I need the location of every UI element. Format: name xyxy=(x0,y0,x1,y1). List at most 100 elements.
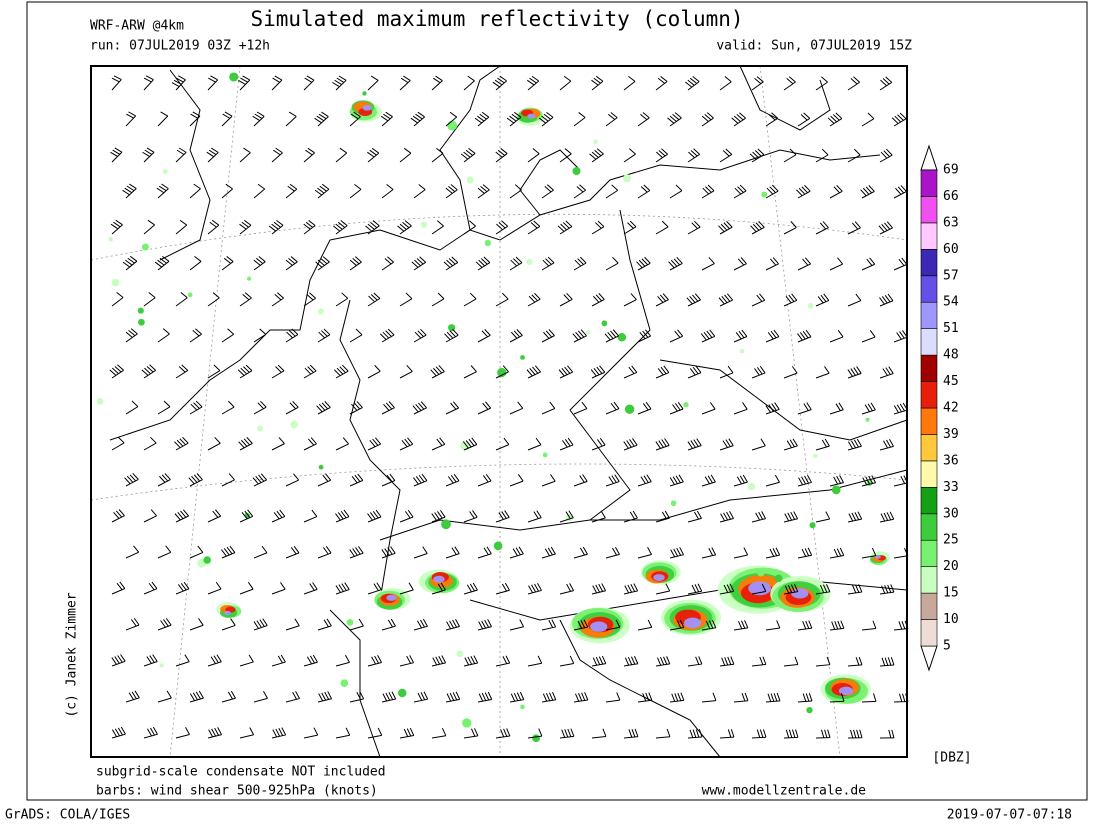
wind-barb xyxy=(495,365,509,379)
wind-barb xyxy=(315,256,330,271)
wind-barb xyxy=(431,75,443,91)
wind-barb xyxy=(669,692,685,703)
wind-barb xyxy=(463,728,479,739)
wind-barb xyxy=(239,654,254,667)
wind-barb xyxy=(637,112,650,127)
wind-barb xyxy=(303,654,318,667)
echo xyxy=(572,167,581,176)
border xyxy=(659,359,908,441)
timestamp: 2019-07-07-07:18 xyxy=(947,808,1072,823)
wind-barb xyxy=(367,292,381,307)
colorbar-segment xyxy=(920,249,938,277)
wind-barb xyxy=(221,111,233,127)
wind-barb xyxy=(719,583,735,595)
wind-barb xyxy=(623,293,637,307)
wind-barb xyxy=(719,365,734,379)
wind-barb xyxy=(538,111,554,127)
colorbar-label: 57 xyxy=(943,268,959,283)
graticule-line xyxy=(169,65,241,758)
wind-barb xyxy=(718,220,733,235)
echo xyxy=(838,686,854,696)
wind-barb xyxy=(573,401,588,415)
wind-barb xyxy=(367,147,380,163)
wind-barb xyxy=(413,473,428,487)
wind-barb xyxy=(669,329,684,343)
wind-barb xyxy=(111,436,125,451)
wind-barb xyxy=(399,147,412,163)
colorbar-segment xyxy=(920,381,938,409)
echo xyxy=(290,420,298,429)
wind-barb xyxy=(591,728,607,739)
wind-barb xyxy=(783,583,799,595)
wind-barb xyxy=(317,691,333,703)
wind-barb xyxy=(796,184,811,199)
wind-barb xyxy=(687,148,701,163)
wind-barb xyxy=(509,474,524,487)
wind-barb xyxy=(541,256,555,271)
wind-barb xyxy=(783,293,798,307)
wind-barb xyxy=(527,148,540,163)
wind-barb xyxy=(285,545,300,559)
wind-barb xyxy=(445,546,460,559)
echo xyxy=(203,556,211,564)
wind-barb xyxy=(591,510,606,523)
wind-barb xyxy=(878,221,893,235)
wind-barb xyxy=(174,436,189,451)
wind-barb xyxy=(220,545,236,559)
wind-barb xyxy=(125,690,140,703)
colorbar-label: 15 xyxy=(943,586,959,601)
wind-barb xyxy=(411,256,427,271)
wind-barb xyxy=(365,220,380,235)
echo xyxy=(362,91,367,96)
wind-barb xyxy=(413,184,426,199)
credit: (c) Janek Zimmer xyxy=(65,592,80,717)
wind-barb xyxy=(285,183,298,199)
reflectivity-echoes xyxy=(96,72,890,743)
wind-barb xyxy=(559,292,573,307)
echo xyxy=(653,574,665,582)
map-frame xyxy=(90,65,908,758)
wind-barb xyxy=(701,402,716,415)
wind-barb xyxy=(879,76,893,91)
wind-barb xyxy=(253,400,267,415)
echo xyxy=(684,617,702,628)
wind-barb xyxy=(207,727,223,739)
wind-barb xyxy=(797,402,812,415)
wind-barb xyxy=(335,654,350,667)
wind-barb xyxy=(253,545,268,559)
wind-barb xyxy=(303,364,317,379)
wind-barb xyxy=(175,292,188,307)
wind-barb xyxy=(751,365,766,379)
wind-barb xyxy=(477,184,490,199)
colorbar-label: 48 xyxy=(943,348,959,363)
wind-barb xyxy=(207,581,222,595)
wind-barb xyxy=(367,655,383,667)
colorbar-segment xyxy=(920,460,938,488)
wind-barb xyxy=(431,510,446,523)
wind-barb xyxy=(623,583,639,595)
wind-barb xyxy=(349,473,364,487)
wind-barb xyxy=(655,656,671,667)
wind-barb xyxy=(125,111,137,127)
echo xyxy=(362,105,372,111)
wind-barb xyxy=(847,221,861,235)
wind-barb xyxy=(879,657,895,667)
echo xyxy=(757,569,765,577)
wind-barb xyxy=(268,219,284,235)
colorbar-segment xyxy=(920,407,938,435)
wind-barb xyxy=(655,728,671,739)
wind-barb xyxy=(815,511,831,523)
border xyxy=(339,299,401,601)
wind-barb xyxy=(495,220,509,235)
wind-barb xyxy=(349,111,361,127)
wind-barb xyxy=(829,475,845,487)
wind-barb xyxy=(797,329,812,343)
colorbar-label: 66 xyxy=(943,189,959,204)
wind-barb xyxy=(701,474,716,487)
wind-barb xyxy=(207,292,220,307)
wind-barb xyxy=(815,293,830,307)
echo xyxy=(542,452,548,458)
wind-barb xyxy=(527,728,543,739)
wind-barb xyxy=(718,293,734,307)
wind-barb xyxy=(879,148,893,163)
